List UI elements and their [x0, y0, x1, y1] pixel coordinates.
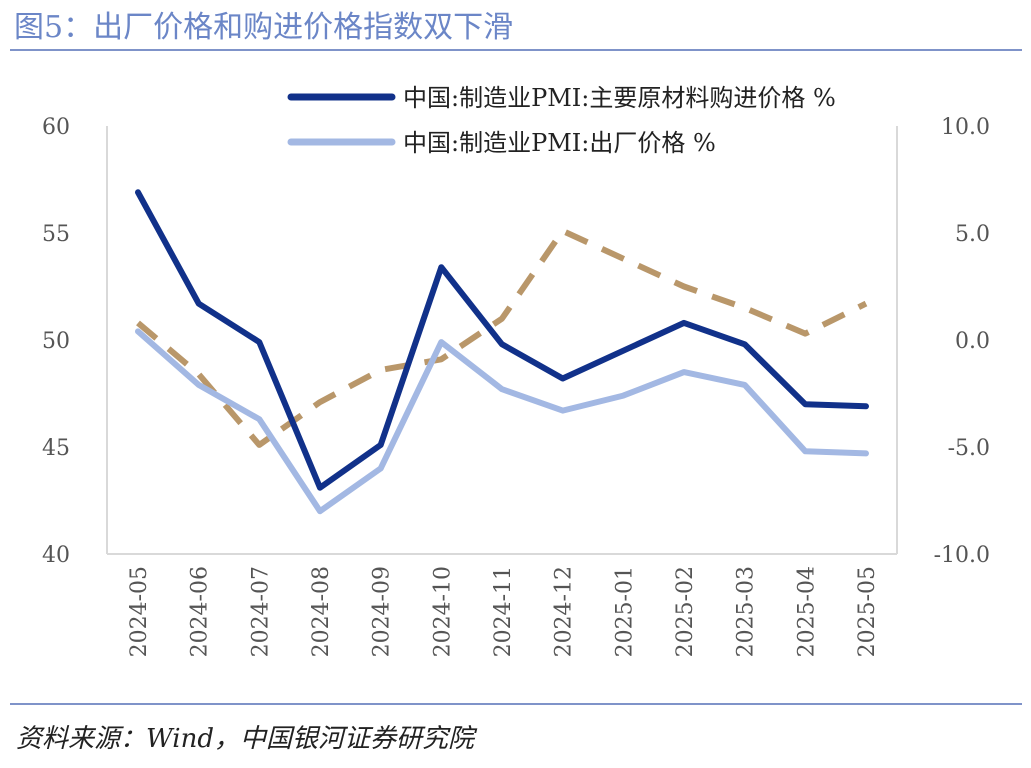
left-tick-label: 60	[42, 115, 70, 140]
x-tick-label: 2025-02	[673, 566, 698, 657]
legend: 中国:制造业PMI:主要原材料购进价格 % 中国:制造业PMI:出厂价格 %	[287, 84, 836, 157]
series-layer	[135, 189, 869, 515]
x-tick-label: 2025-05	[855, 566, 880, 657]
x-tick-label: 2025-04	[794, 566, 819, 657]
series-line-1	[135, 328, 869, 515]
x-tick-label: 2025-03	[734, 566, 759, 657]
left-tick-label: 55	[42, 222, 70, 247]
right-tick-label: 10.0	[941, 115, 990, 140]
left-tick-label: 40	[42, 543, 70, 568]
x-tick-label: 2024-05	[127, 566, 152, 657]
legend-label: 中国:制造业PMI:主要原材料购进价格 %	[403, 84, 836, 112]
series-line-2	[136, 227, 868, 448]
right-axis-ticks: -10.0 -5.0 0.0 5.0 10.0	[934, 115, 990, 568]
x-tick-label: 2024-07	[248, 566, 273, 657]
chart-axes	[106, 126, 898, 555]
source-note: 资料来源：Wind，中国银河证券研究院	[16, 724, 474, 754]
legend-label: 中国:制造业PMI:出厂价格 %	[403, 129, 716, 157]
left-axis-ticks: 40 45 50 55 60	[42, 115, 70, 568]
x-tick-label: 2024-12	[552, 566, 577, 657]
x-tick-label: 2024-06	[188, 566, 213, 657]
right-tick-label: -10.0	[934, 543, 990, 568]
title-divider	[10, 49, 1022, 51]
x-tick-label: 2024-11	[491, 566, 516, 657]
right-tick-label: 5.0	[955, 222, 990, 247]
right-tick-label: 0.0	[955, 329, 990, 354]
footer-divider	[10, 703, 1022, 705]
x-tick-label: 2024-08	[309, 566, 334, 657]
x-axis-ticks: 2024-05 2024-06 2024-07 2024-08 2024-09 2024-…	[127, 566, 880, 657]
right-tick-label: -5.0	[948, 436, 990, 461]
left-tick-label: 50	[42, 329, 70, 354]
x-tick-label: 2025-01	[612, 566, 637, 657]
x-tick-label: 2024-10	[430, 566, 455, 657]
figure-title: 图5：出厂价格和购进价格指数双下滑	[14, 10, 514, 45]
series-line-0	[135, 189, 869, 491]
left-tick-label: 45	[42, 436, 70, 461]
x-tick-label: 2024-09	[370, 566, 395, 657]
